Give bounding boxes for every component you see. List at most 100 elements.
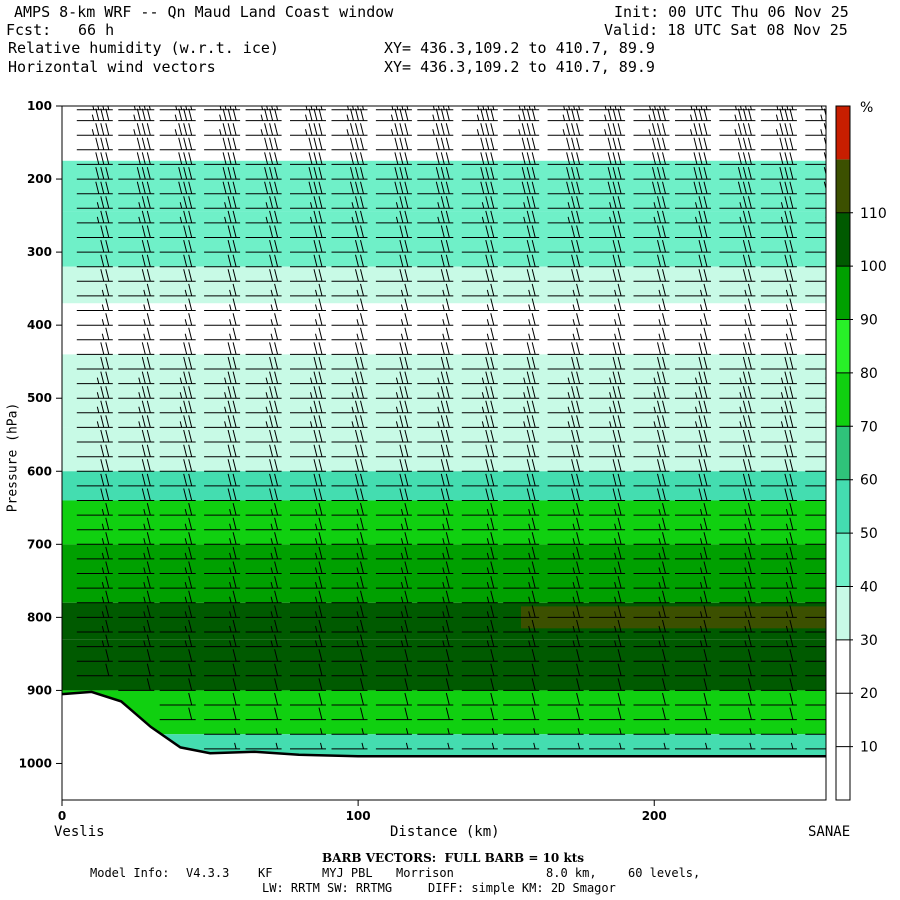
- wind-barb-1-2: [159, 108, 196, 122]
- wind-barb-0-0: [76, 106, 113, 111]
- wind-barb-43-10: [503, 728, 540, 735]
- wind-barb-21-9: [461, 400, 498, 414]
- wind-barb-36-11: [547, 619, 584, 633]
- wind-barb-10-1: [118, 239, 155, 253]
- wind-barb-34-13: [633, 590, 670, 604]
- forecast-hour: 66 h: [78, 21, 115, 39]
- wind-barb-20-5: [290, 386, 326, 399]
- wind-barb-11-17: [805, 266, 826, 268]
- wind-barb-7-7: [375, 196, 412, 209]
- wind-barb-42-3: [204, 707, 241, 721]
- wind-barb-40-12: [589, 678, 626, 691]
- wind-barb-23-13: [633, 429, 670, 443]
- wind-barb-44-12: [589, 742, 626, 750]
- wind-barb-37-7: [375, 634, 412, 648]
- wind-barb-43-8: [417, 728, 454, 735]
- wind-barb-27-11: [547, 488, 584, 501]
- wind-barb-14-6: [331, 298, 368, 311]
- wind-barb-32-0: [76, 561, 113, 574]
- colorbar-label-50: 50: [860, 526, 878, 542]
- wind-barb-0-2: [159, 106, 196, 111]
- wind-barb-3-17: [805, 137, 826, 151]
- wind-barb-28-12: [589, 502, 626, 516]
- wind-barb-14-12: [589, 298, 626, 311]
- wind-barb-27-7: [375, 488, 412, 501]
- wind-barb-41-15: [719, 692, 756, 706]
- wind-barb-1-17: [805, 108, 826, 122]
- wind-barb-11-3: [204, 254, 241, 268]
- wind-barb-41-6: [331, 692, 368, 706]
- wind-barb-36-0: [76, 619, 113, 633]
- wind-barb-19-14: [675, 371, 711, 385]
- wind-barb-31-4: [245, 546, 282, 560]
- wind-barb-20-13: [633, 386, 670, 399]
- wind-barb-36-10: [503, 619, 540, 633]
- wind-barb-22-3: [204, 415, 241, 428]
- wind-barb-12-16: [760, 269, 797, 282]
- wind-barb-1-3: [204, 108, 241, 122]
- wind-barb-28-3: [204, 502, 241, 516]
- wind-barb-30-1: [118, 532, 155, 545]
- wind-barb-37-13: [633, 634, 670, 648]
- wind-barb-28-5: [290, 502, 326, 516]
- wind-barb-9-13: [633, 225, 670, 238]
- wind-barb-33-11: [547, 575, 584, 589]
- wind-barb-39-17: [805, 675, 826, 677]
- x-start-label: Veslis: [54, 824, 105, 840]
- wind-barb-43-12: [589, 728, 626, 735]
- wind-barb-22-4: [245, 415, 282, 428]
- wind-barb-31-13: [633, 546, 670, 560]
- wind-barb-34-16: [760, 590, 797, 604]
- wind-barb-18-13: [633, 356, 670, 370]
- wind-barb-19-11: [547, 371, 584, 385]
- wind-barb-37-5: [290, 634, 326, 648]
- wind-barb-11-5: [290, 254, 326, 268]
- colorbar-label-60: 60: [860, 473, 878, 489]
- wind-barb-25-9: [461, 459, 498, 472]
- wind-barb-19-9: [461, 371, 498, 385]
- wind-barb-28-1: [118, 502, 155, 516]
- wind-barb-18-9: [461, 356, 498, 370]
- wind-barb-1-8: [417, 108, 454, 122]
- wind-barb-4-4: [245, 152, 282, 165]
- wind-barb-18-11: [547, 356, 584, 370]
- wind-barb-18-8: [417, 356, 454, 370]
- wind-barb-5-0: [76, 166, 113, 180]
- wind-barb-39-0: [76, 663, 113, 677]
- wind-barb-41-17: [805, 704, 826, 706]
- wind-barb-20-15: [719, 386, 756, 399]
- wind-barb-8-7: [375, 210, 412, 224]
- colorbar-segment-3: [836, 586, 850, 640]
- wind-barb-6-1: [118, 181, 155, 195]
- wind-barb-19-12: [589, 371, 626, 385]
- wind-barb-15-10: [503, 313, 540, 326]
- wind-barb-4-11: [547, 152, 584, 165]
- wind-barb-26-13: [633, 473, 670, 487]
- wind-barb-6-2: [159, 181, 196, 195]
- wind-barb-17-2: [159, 342, 196, 355]
- wind-barb-0-16: [760, 106, 797, 111]
- wind-barb-30-0: [76, 532, 113, 545]
- wind-barb-4-3: [204, 152, 241, 165]
- wind-barb-40-17: [805, 689, 826, 691]
- wind-barb-32-6: [331, 561, 368, 574]
- wind-barb-16-8: [417, 327, 454, 341]
- terrain-surface-line: [61, 690, 826, 758]
- wind-barb-27-0: [76, 488, 113, 501]
- wind-barb-10-3: [204, 239, 241, 253]
- wind-barb-41-12: [589, 692, 626, 706]
- wind-barb-25-13: [633, 459, 670, 472]
- wind-barb-22-1: [118, 415, 155, 428]
- wind-barb-4-5: [290, 152, 326, 165]
- wind-barb-31-5: [290, 546, 326, 560]
- wind-barb-8-2: [159, 210, 196, 224]
- wind-barb-8-5: [290, 210, 326, 224]
- wind-barb-0-1: [118, 106, 155, 111]
- colorbar-unit: %: [860, 100, 874, 116]
- wind-barb-24-8: [417, 444, 454, 458]
- wind-barb-9-12: [589, 225, 626, 238]
- wind-barb-15-3: [204, 313, 241, 326]
- y-tick-label-200: 200: [27, 172, 52, 186]
- wind-barb-2-1: [118, 123, 155, 136]
- wind-barb-39-3: [204, 663, 241, 677]
